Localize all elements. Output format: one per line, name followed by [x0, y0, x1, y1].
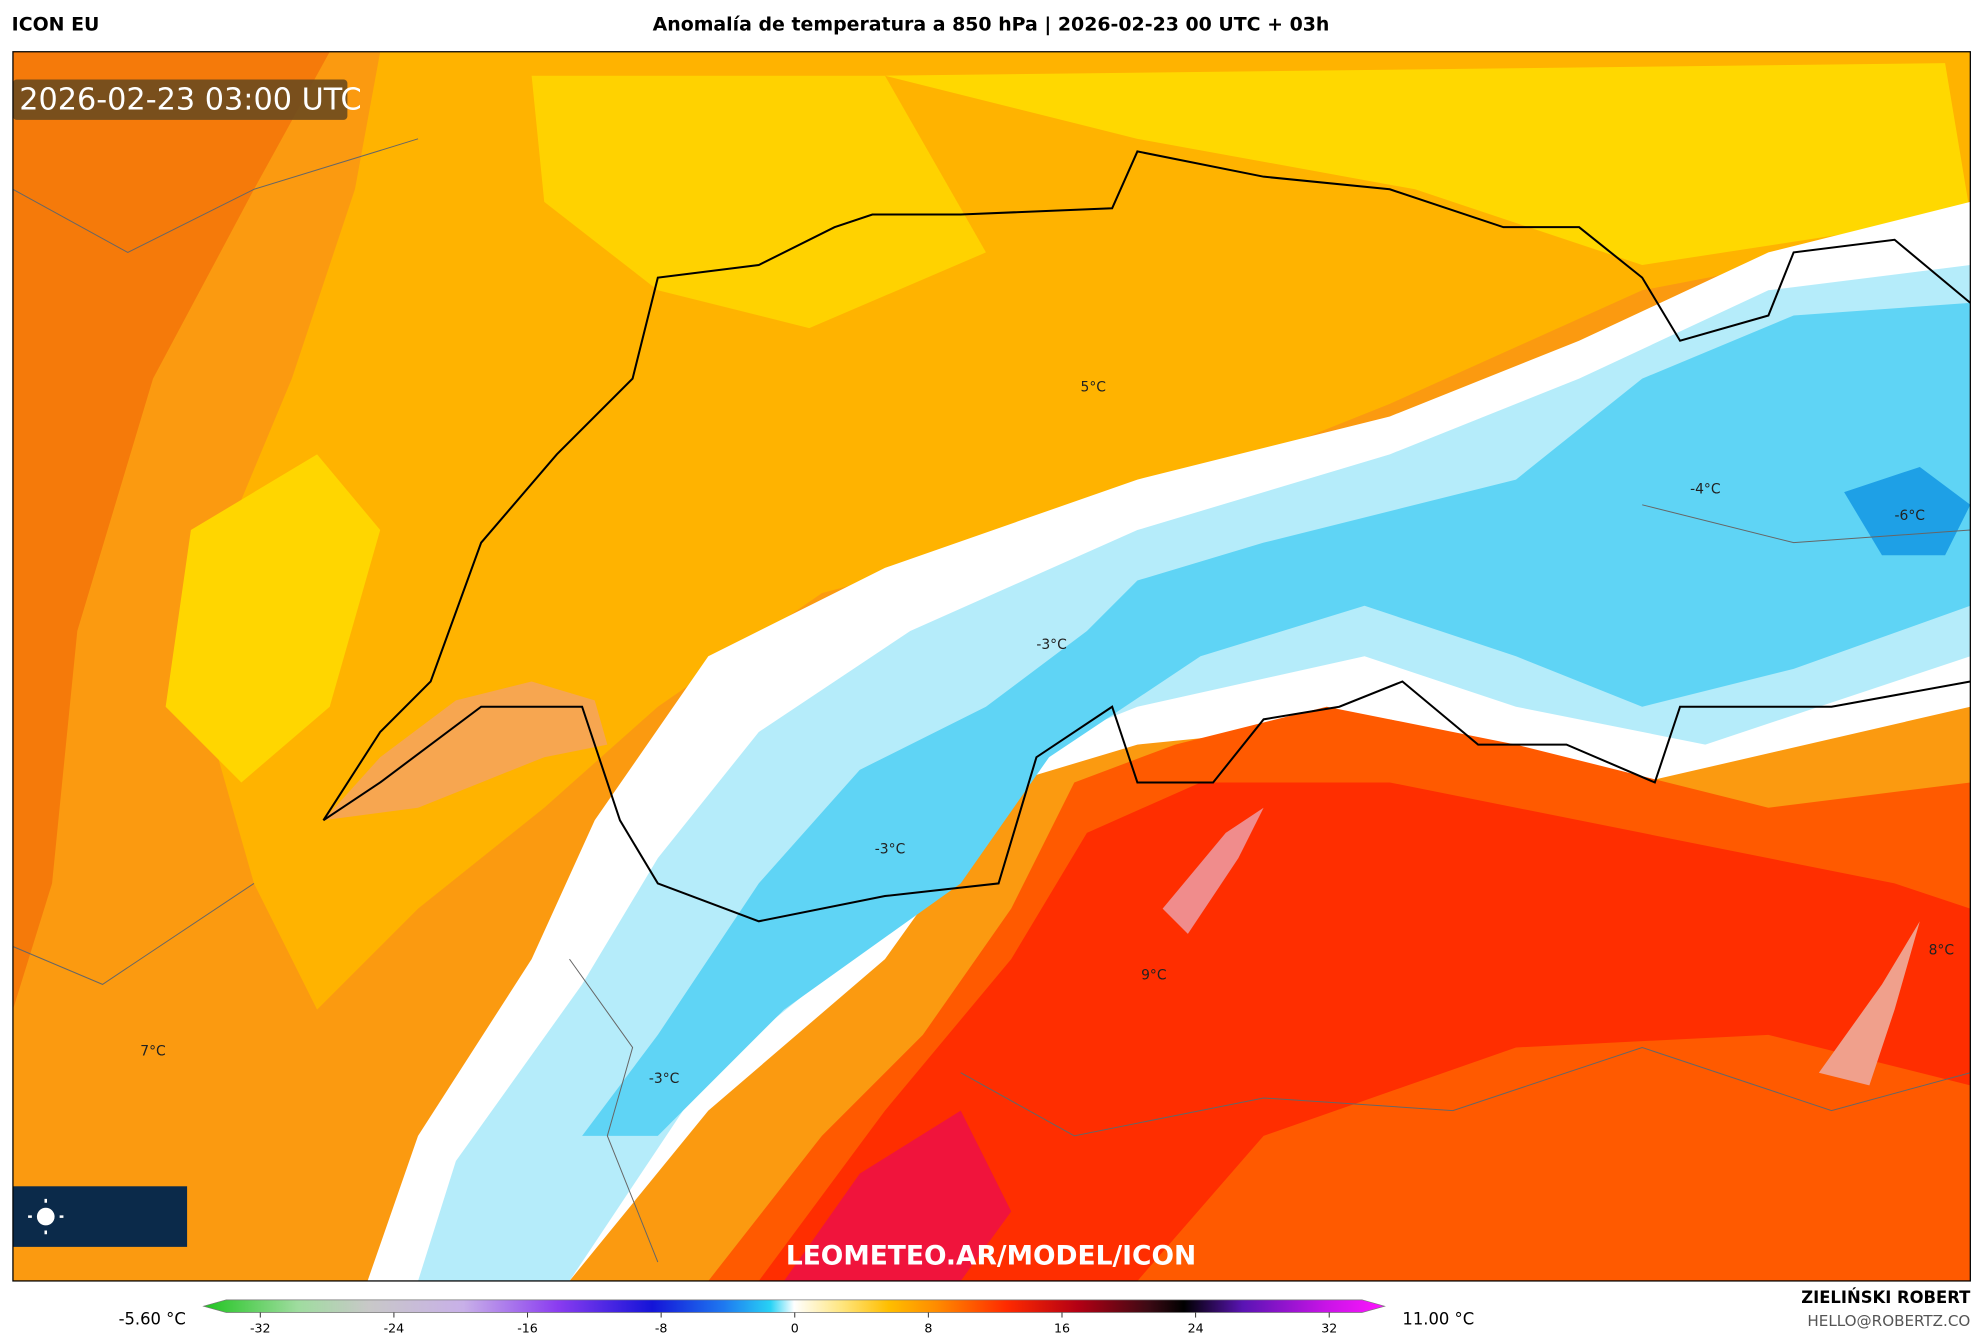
contour-label: -4°C	[1690, 482, 1720, 498]
anomaly-region	[203, 51, 1971, 1010]
contour-label: 7°C	[140, 1043, 165, 1059]
watermark: LEOMETEO.AR/MODEL/ICON	[786, 1240, 1196, 1271]
cold-region	[582, 302, 1971, 1136]
logo-rays	[28, 1198, 64, 1235]
anomaly-region	[531, 75, 986, 329]
map-title: Anomalía de temperatura a 850 hPa | 2026…	[653, 14, 1330, 36]
author: ZIELIŃSKI ROBERT	[1801, 1288, 1971, 1307]
contour-label: 5°C	[1080, 379, 1105, 395]
colorbar-tick-label: -24	[384, 1320, 405, 1335]
email: HELLO@ROBERTZ.CO	[1807, 1312, 1970, 1330]
anomaly-region	[884, 63, 1971, 266]
colorbar-tick-label: 24	[1188, 1320, 1204, 1335]
lake	[323, 681, 608, 821]
contour-label: -3°C	[1036, 637, 1066, 653]
anomaly-region	[165, 454, 381, 783]
warm-region	[758, 782, 1971, 1281]
colorbar-scale	[202, 1299, 1386, 1313]
colorbar: -5.60 °C 11.00 °C -32 -24 -16 -8 0 8 16 24 32	[119, 1299, 1474, 1335]
colorbar-tick-label: 16	[1054, 1320, 1070, 1335]
map: 5°C -3°C -3°C -3°C 9°C 7°C -4°C -6°C 8°C 2026-02…	[12, 51, 1971, 1281]
colorbar-tick-label: 0	[791, 1320, 799, 1335]
contour-label: -3°C	[875, 841, 905, 857]
colorbar-ticks: -32 -24 -16 -8 0 8 16 24 32	[250, 1312, 1337, 1335]
lake	[1818, 921, 1920, 1086]
country-border	[322, 150, 1971, 923]
min-label: -5.60 °C	[119, 1310, 186, 1329]
max-label: 11.00 °C	[1402, 1310, 1474, 1329]
contour-label: 9°C	[1141, 968, 1166, 984]
lake	[1162, 807, 1264, 934]
map-labels: 5°C -3°C -3°C -3°C 9°C 7°C -4°C -6°C 8°C	[140, 379, 1954, 1087]
colorbar-tick-label: 32	[1321, 1320, 1337, 1335]
cold-core	[1844, 466, 1971, 556]
region-border	[12, 138, 1971, 1263]
colorbar-tick-label: 8	[924, 1320, 932, 1335]
warm-core	[784, 1110, 1012, 1281]
colorbar-tick-label: -8	[655, 1320, 668, 1335]
contour-label: -6°C	[1895, 508, 1925, 524]
contour-label: 8°C	[1929, 942, 1954, 958]
warm-region	[12, 51, 330, 1010]
timestamp-box	[12, 79, 348, 120]
colorbar-tick-label: -32	[250, 1320, 271, 1335]
logo-sun	[36, 1207, 55, 1226]
contour-label: -3°C	[649, 1071, 679, 1087]
map-frame	[12, 51, 1971, 1282]
timestamp: 2026-02-23 03:00 UTC	[19, 82, 361, 117]
colorbar-tick-label: -16	[517, 1320, 538, 1335]
model-name: ICON EU	[12, 14, 100, 36]
